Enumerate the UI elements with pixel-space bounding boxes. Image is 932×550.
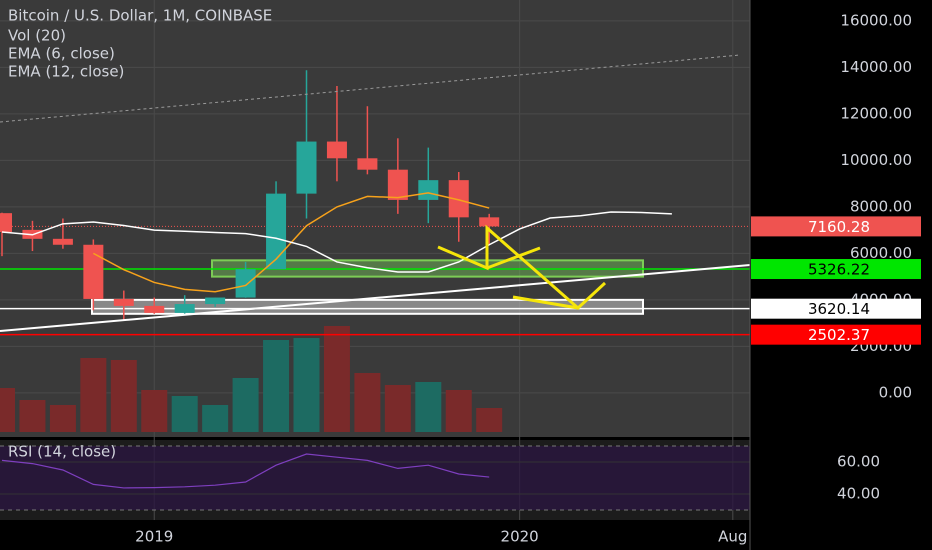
volume-bar (0, 388, 15, 432)
channel-line (0, 54, 741, 123)
x-tick-label: 2020 (501, 528, 539, 546)
volume-bar (232, 378, 259, 432)
y-tick-label: 40.00 (837, 485, 880, 503)
y-tick-label: 10000.00 (840, 151, 912, 169)
volume-bar (263, 340, 290, 432)
volume-bar (171, 396, 198, 432)
y-tick-label: 6000.00 (850, 244, 912, 262)
x-tick-label: Aug (718, 528, 747, 546)
legend-rsi: RSI (14, close) (8, 443, 116, 461)
volume-bar (110, 360, 137, 432)
projection-path (437, 224, 607, 311)
candle-body (174, 304, 195, 313)
candle-body (52, 238, 73, 245)
rsi-band (0, 446, 750, 510)
ema-line (1, 211, 672, 273)
y-tick-label: 16000.00 (840, 11, 912, 29)
volume-bar (476, 408, 503, 432)
y-tick-label: 60.00 (837, 453, 880, 471)
volume-bar (323, 326, 350, 432)
candle-body (266, 193, 287, 270)
projection-path (512, 295, 579, 310)
price-tag-label: 7160.28 (808, 218, 870, 236)
candle-body (296, 141, 317, 194)
volume-bar (49, 405, 76, 432)
volume-bar (80, 358, 107, 432)
candle-body (144, 305, 165, 313)
candle-body (205, 297, 226, 305)
price-tag (751, 324, 921, 345)
y-tick-label: 14000.00 (840, 58, 912, 76)
candle-body (113, 298, 134, 306)
legend-volume: Vol (20) (8, 27, 66, 45)
volume-bar (415, 382, 442, 432)
x-tick-label: 2019 (135, 528, 173, 546)
rsi-line (1, 453, 490, 489)
price-tag (751, 298, 921, 319)
candle-body (83, 244, 104, 299)
candle-body (418, 180, 439, 200)
projection-path (486, 246, 541, 270)
candle-body (479, 217, 500, 227)
chart-title: Bitcoin / U.S. Dollar, 1M, COINBASE (8, 7, 272, 25)
candle-body (235, 269, 256, 298)
volume-bar (19, 400, 46, 432)
y-tick-label: 0.00 (879, 383, 912, 401)
price-tag-label: 5326.22 (808, 261, 870, 279)
trend-line (0, 264, 750, 332)
price-tag (751, 259, 921, 280)
volume-bar (445, 390, 472, 432)
candle-body (387, 169, 408, 200)
price-tag-label: 2502.37 (808, 326, 870, 344)
volume-bar (202, 405, 229, 432)
candle-body (0, 213, 12, 232)
legend-ema: EMA (6, close) (8, 45, 115, 63)
candle-body (448, 180, 469, 218)
y-tick-label: 8000.00 (850, 197, 912, 215)
support-zone (91, 298, 644, 315)
candle-body (326, 141, 347, 159)
legend-ema: EMA (12, close) (8, 63, 124, 81)
volume-bar (354, 373, 381, 432)
price-tag-label: 3620.14 (808, 300, 870, 318)
volume-bar (141, 390, 168, 432)
pane-divider (0, 437, 750, 440)
y-tick-label: 12000.00 (840, 104, 912, 122)
price-tag (751, 216, 921, 237)
candle-body (357, 158, 378, 170)
volume-bar (293, 338, 320, 432)
volume-bar (384, 385, 411, 432)
